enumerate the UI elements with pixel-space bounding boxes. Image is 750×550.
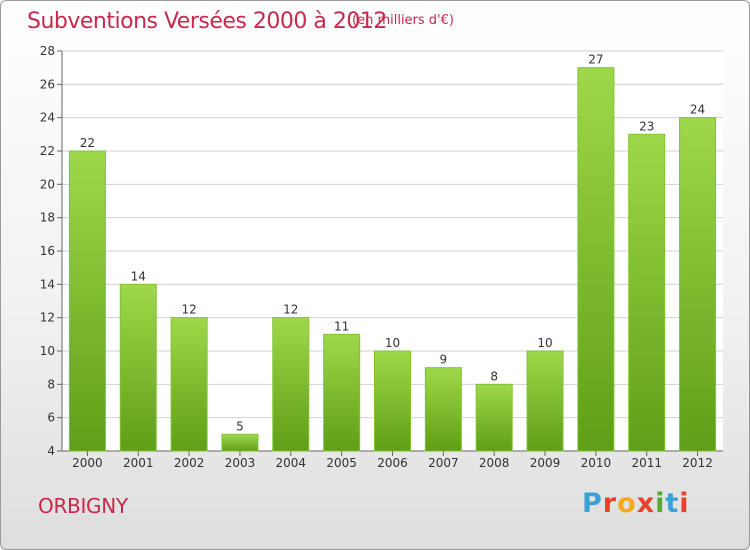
bar: [577, 67, 615, 452]
x-tick-label: 2008: [479, 456, 510, 470]
x-tick-label: 2003: [225, 456, 256, 470]
bar-value-label: 14: [131, 269, 146, 283]
y-tick-label: 18: [40, 211, 55, 225]
bar-value-label: 10: [537, 336, 552, 350]
bar-value-label: 5: [236, 419, 244, 433]
y-tick-label: 12: [40, 311, 55, 325]
bar-value-label: 23: [639, 119, 654, 133]
bar: [68, 150, 106, 452]
y-tick-label: 26: [40, 77, 55, 91]
bar-value-label: 9: [440, 353, 448, 367]
bar: [119, 283, 157, 452]
logo-letter: r: [602, 488, 618, 519]
y-tick-label: 6: [47, 411, 55, 425]
logo-letter: o: [617, 488, 637, 519]
x-tick-label: 2001: [123, 456, 154, 470]
y-tick-label: 10: [40, 344, 55, 358]
x-tick-label: 2009: [530, 456, 561, 470]
x-tick-label: 2005: [326, 456, 357, 470]
bar: [628, 133, 666, 452]
y-tick-label: 24: [40, 111, 55, 125]
x-tick-label: 2000: [72, 456, 103, 470]
bar-value-label: 12: [283, 303, 298, 317]
bar-value-label: 24: [690, 103, 705, 117]
logo-letter: i: [679, 488, 690, 519]
x-tick-label: 2004: [276, 456, 307, 470]
y-tick-label: 16: [40, 244, 55, 258]
x-tick-label: 2006: [377, 456, 408, 470]
y-tick-label: 28: [40, 44, 55, 58]
bar-value-label: 27: [588, 53, 603, 67]
bar-value-label: 11: [334, 319, 349, 333]
bar: [272, 317, 310, 452]
bar-value-label: 22: [80, 136, 95, 150]
y-tick-label: 22: [40, 144, 55, 158]
chart-title: Subventions Versées 2000 à 2012: [27, 9, 387, 34]
bar: [170, 317, 208, 452]
x-tick-label: 2011: [631, 456, 662, 470]
x-tick-label: 2002: [174, 456, 205, 470]
x-tick-label: 2012: [682, 456, 713, 470]
logo-letter: P: [582, 488, 603, 519]
bar: [323, 333, 361, 452]
place-name: ORBIGNY: [38, 494, 128, 518]
x-tick-label: 2010: [581, 456, 612, 470]
bar: [221, 433, 259, 452]
bar: [526, 350, 564, 452]
bar: [475, 383, 513, 452]
y-tick-label: 4: [47, 444, 55, 458]
x-tick-label: 2007: [428, 456, 459, 470]
bar: [374, 350, 411, 452]
bar-value-label: 10: [385, 336, 400, 350]
y-tick-label: 20: [40, 177, 55, 191]
logo-letter: t: [665, 488, 680, 519]
bar: [679, 117, 717, 452]
bar-value-label: 12: [181, 303, 196, 317]
logo-letter: i: [655, 488, 666, 519]
logo-letter: x: [636, 488, 656, 519]
bar: [424, 367, 462, 452]
bar-value-label: 8: [490, 369, 498, 383]
y-tick-label: 8: [47, 377, 55, 391]
chart-subtitle: (en milliers d'€): [352, 13, 454, 28]
proxiti-logo: Proxiti: [582, 488, 690, 519]
y-tick-label: 14: [40, 277, 55, 291]
